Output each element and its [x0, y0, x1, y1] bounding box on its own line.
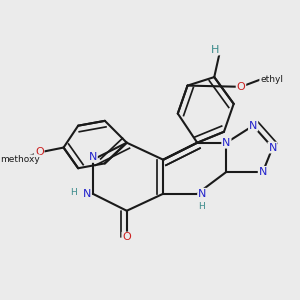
Text: N: N	[222, 138, 231, 148]
Text: O: O	[35, 147, 44, 158]
Text: O: O	[237, 82, 245, 92]
Text: H: H	[211, 45, 219, 55]
Text: N: N	[82, 189, 91, 199]
Text: methoxy: methoxy	[0, 155, 40, 164]
Text: N: N	[88, 152, 97, 162]
Text: N: N	[198, 189, 206, 199]
Text: N: N	[268, 142, 277, 153]
Text: H: H	[70, 188, 77, 197]
Text: H: H	[198, 202, 205, 211]
Text: N: N	[259, 167, 267, 177]
Text: O: O	[122, 232, 131, 242]
Text: ethyl: ethyl	[260, 75, 283, 84]
Text: N: N	[249, 121, 257, 131]
